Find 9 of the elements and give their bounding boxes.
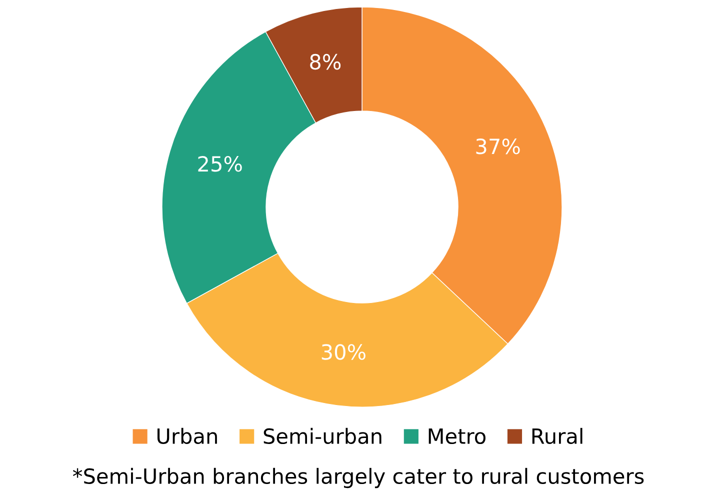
legend-label: Semi-urban — [264, 428, 382, 444]
data-label: 25% — [198, 156, 242, 172]
data-label: 37% — [476, 138, 520, 154]
data-label: 8% — [310, 54, 341, 70]
legend-label: Urban — [158, 428, 217, 444]
legend-label: Rural — [532, 428, 582, 444]
text: *Semi-Urban branches largely cater to rural customers — [72, 468, 644, 488]
data-label: 30% — [322, 344, 366, 360]
legend-label: Metro — [428, 428, 486, 444]
